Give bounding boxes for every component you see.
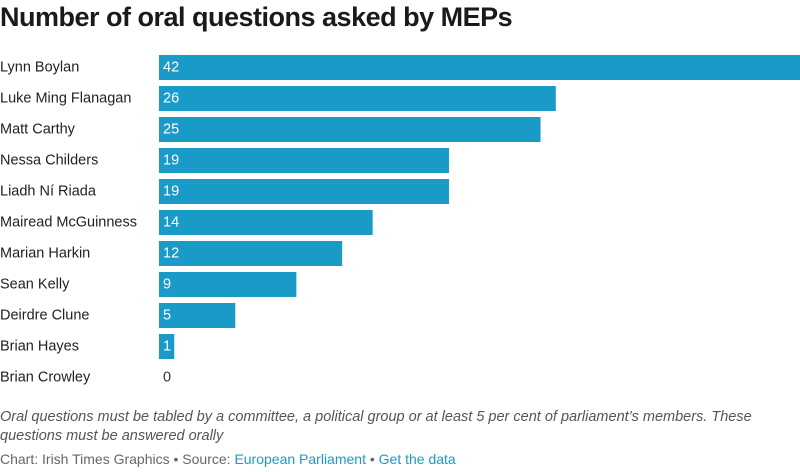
bar (159, 303, 236, 328)
value-label: 26 (163, 91, 179, 107)
category-label: Lynn Boylan (0, 60, 79, 76)
value-label: 5 (163, 308, 171, 324)
source-link[interactable]: European Parliament (234, 451, 366, 467)
bar (159, 179, 449, 204)
bar (159, 55, 800, 80)
value-label: 42 (163, 60, 179, 76)
source-prefix: Source: (182, 451, 235, 467)
value-label: 1 (163, 339, 171, 355)
category-label: Matt Carthy (0, 122, 76, 138)
bar-chart: Lynn Boylan 42 Luke Ming Flanagan 26 Matt Ca… (0, 55, 800, 386)
bar (159, 334, 175, 359)
category-label: Luke Ming Flanagan (0, 91, 131, 107)
bar (159, 148, 449, 173)
chart-note: Oral questions must be tabled by a commi… (0, 409, 752, 444)
value-label: 9 (163, 277, 171, 293)
value-label: 12 (163, 246, 179, 262)
category-label: Brian Hayes (0, 339, 79, 355)
category-label: Brian Crowley (0, 370, 91, 386)
credit-text: Chart: Irish Times Graphics (0, 451, 170, 467)
bar (159, 86, 556, 111)
value-label: 14 (163, 215, 179, 231)
value-label: 25 (163, 122, 179, 138)
category-label: Nessa Childers (0, 153, 98, 169)
category-label: Deirdre Clune (0, 308, 89, 324)
bar (159, 272, 297, 297)
category-label: Marian Harkin (0, 246, 90, 262)
value-label: 19 (163, 184, 179, 200)
separator: • (169, 451, 183, 467)
chart-title: Number of oral questions asked by MEPs (0, 2, 513, 32)
separator: • (365, 451, 379, 467)
chart-footer: Chart: Irish Times Graphics • Source: Eu… (0, 451, 456, 467)
category-label: Sean Kelly (0, 277, 70, 293)
bar (159, 241, 343, 266)
category-label: Liadh Ní Riada (0, 184, 97, 200)
value-label: 19 (163, 153, 179, 169)
get-data-link[interactable]: Get the data (378, 451, 456, 467)
bar (159, 117, 541, 142)
value-label: 0 (163, 370, 171, 386)
bar (159, 210, 373, 235)
category-label: Mairead McGuinness (0, 215, 137, 231)
